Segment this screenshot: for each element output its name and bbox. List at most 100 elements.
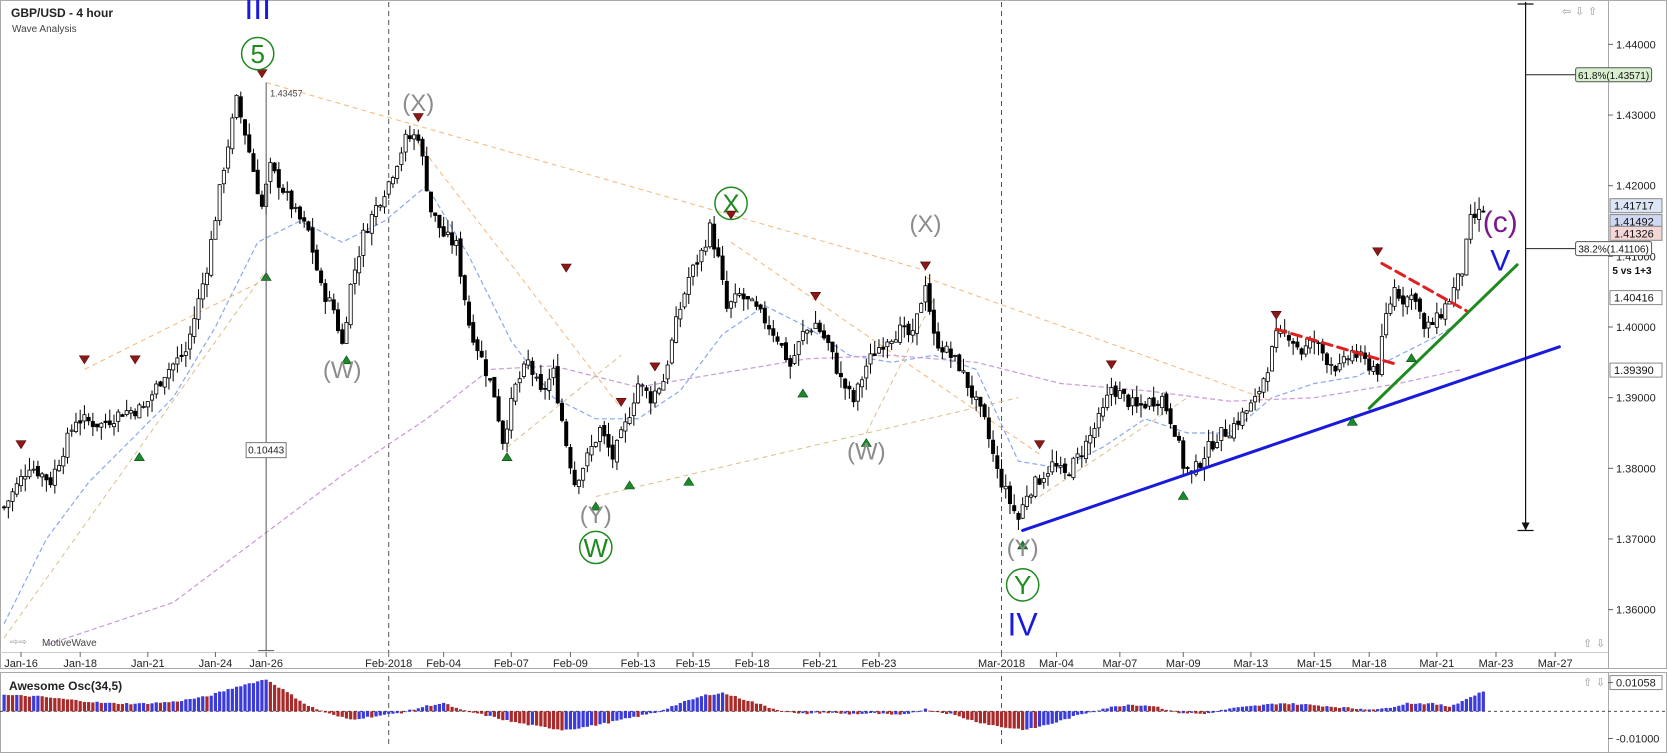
candle bbox=[403, 133, 408, 153]
candle bbox=[1185, 467, 1190, 469]
osc-bar bbox=[923, 708, 928, 712]
osc-bar bbox=[488, 711, 492, 716]
candle bbox=[238, 96, 243, 118]
watermark-arrows-icon: ⇨⇨ bbox=[10, 637, 27, 648]
wave-label-text: (X) bbox=[909, 211, 941, 238]
candle bbox=[724, 280, 729, 309]
arrow-up-icon[interactable]: ⇧ bbox=[1583, 638, 1592, 650]
candle bbox=[691, 264, 696, 277]
candle bbox=[1147, 397, 1152, 407]
osc-bar bbox=[729, 695, 733, 712]
osc-bar bbox=[949, 711, 953, 714]
osc-bar bbox=[247, 683, 251, 712]
candle bbox=[150, 394, 155, 401]
candle bbox=[1286, 335, 1291, 341]
candle bbox=[1092, 428, 1097, 439]
candle bbox=[1223, 428, 1228, 437]
price-axis: 1.440001.430001.420001.410001.400001.390… bbox=[1608, 39, 1656, 617]
osc-bar bbox=[442, 702, 446, 712]
swing-high-marker bbox=[1270, 311, 1282, 320]
candle bbox=[847, 385, 852, 390]
candle bbox=[1079, 455, 1084, 458]
candle bbox=[14, 483, 19, 495]
candle bbox=[1143, 403, 1148, 409]
time-tick-label: Jan-18 bbox=[63, 658, 97, 670]
osc-bar bbox=[1392, 706, 1397, 712]
osc-bar bbox=[15, 694, 19, 712]
candle bbox=[564, 421, 569, 446]
osc-bar bbox=[1118, 706, 1122, 712]
time-tick-label: Jan-26 bbox=[249, 658, 283, 670]
slow-ma bbox=[46, 354, 1463, 646]
candle bbox=[991, 439, 996, 454]
tan-channel-4 bbox=[865, 298, 935, 434]
wave-label-y: (Y) bbox=[1007, 535, 1039, 562]
candle bbox=[48, 477, 53, 486]
osc-bar bbox=[10, 695, 15, 712]
candle bbox=[1088, 435, 1093, 444]
candle bbox=[179, 354, 184, 357]
candle bbox=[526, 359, 531, 366]
osc-bar bbox=[1333, 707, 1338, 712]
candle bbox=[838, 372, 843, 378]
osc-bar bbox=[649, 711, 653, 714]
candle bbox=[750, 298, 755, 302]
osc-bar bbox=[539, 711, 543, 727]
osc-bar bbox=[999, 711, 1004, 728]
arrow-left-icon[interactable]: ⇦ bbox=[1562, 6, 1571, 18]
osc-bar bbox=[995, 711, 999, 726]
swing-low-marker bbox=[860, 437, 872, 447]
osc-bar bbox=[708, 695, 712, 712]
arrow-down-icon[interactable]: ⇩ bbox=[1596, 638, 1605, 650]
arrow-up-icon[interactable]: ⇧ bbox=[1588, 6, 1597, 18]
red-resistance-2 bbox=[1380, 261, 1468, 313]
arrow-up-icon[interactable]: ⇧ bbox=[1583, 677, 1592, 689]
arrow-down-icon[interactable]: ⇩ bbox=[1596, 677, 1605, 689]
candle bbox=[669, 339, 674, 364]
candle bbox=[471, 322, 476, 343]
candle bbox=[1477, 208, 1482, 220]
osc-bar bbox=[551, 711, 556, 730]
candle bbox=[1041, 478, 1046, 483]
osc-bar bbox=[53, 698, 57, 712]
candle bbox=[661, 381, 666, 391]
osc-bar bbox=[234, 686, 239, 712]
osc-bar bbox=[526, 711, 530, 726]
candle bbox=[272, 162, 277, 172]
osc-bar bbox=[133, 703, 137, 712]
osc-bar bbox=[433, 704, 437, 712]
osc-bar bbox=[611, 711, 615, 722]
price-tick-label: 1.42000 bbox=[1616, 181, 1656, 193]
candle bbox=[1261, 378, 1266, 393]
osc-bar bbox=[1435, 704, 1439, 712]
osc-bar bbox=[1380, 708, 1384, 712]
osc-bar bbox=[594, 711, 598, 726]
candle bbox=[348, 283, 353, 326]
candle bbox=[327, 297, 332, 302]
candle bbox=[741, 293, 746, 300]
osc-bar bbox=[74, 699, 78, 712]
candle bbox=[35, 466, 40, 477]
candle bbox=[483, 359, 488, 377]
osc-bar bbox=[454, 707, 458, 712]
osc-bar bbox=[420, 707, 425, 712]
osc-bar bbox=[163, 702, 167, 712]
candle bbox=[1130, 397, 1135, 407]
osc-bar bbox=[332, 711, 336, 715]
wave-label-text: III bbox=[244, 0, 271, 26]
osc-bar bbox=[1046, 711, 1050, 725]
osc-bar bbox=[797, 711, 801, 714]
swing-high-marker bbox=[919, 261, 931, 271]
candle bbox=[593, 442, 598, 447]
arrow-down-icon[interactable]: ⇩ bbox=[1575, 6, 1584, 18]
candle bbox=[754, 301, 759, 307]
osc-bar bbox=[581, 711, 585, 728]
osc-bar bbox=[898, 711, 902, 715]
candle bbox=[361, 229, 366, 256]
price-tick-label: 1.37000 bbox=[1616, 534, 1656, 546]
candle bbox=[1134, 397, 1139, 407]
osc-bar bbox=[437, 703, 442, 712]
osc-bar bbox=[902, 711, 906, 715]
